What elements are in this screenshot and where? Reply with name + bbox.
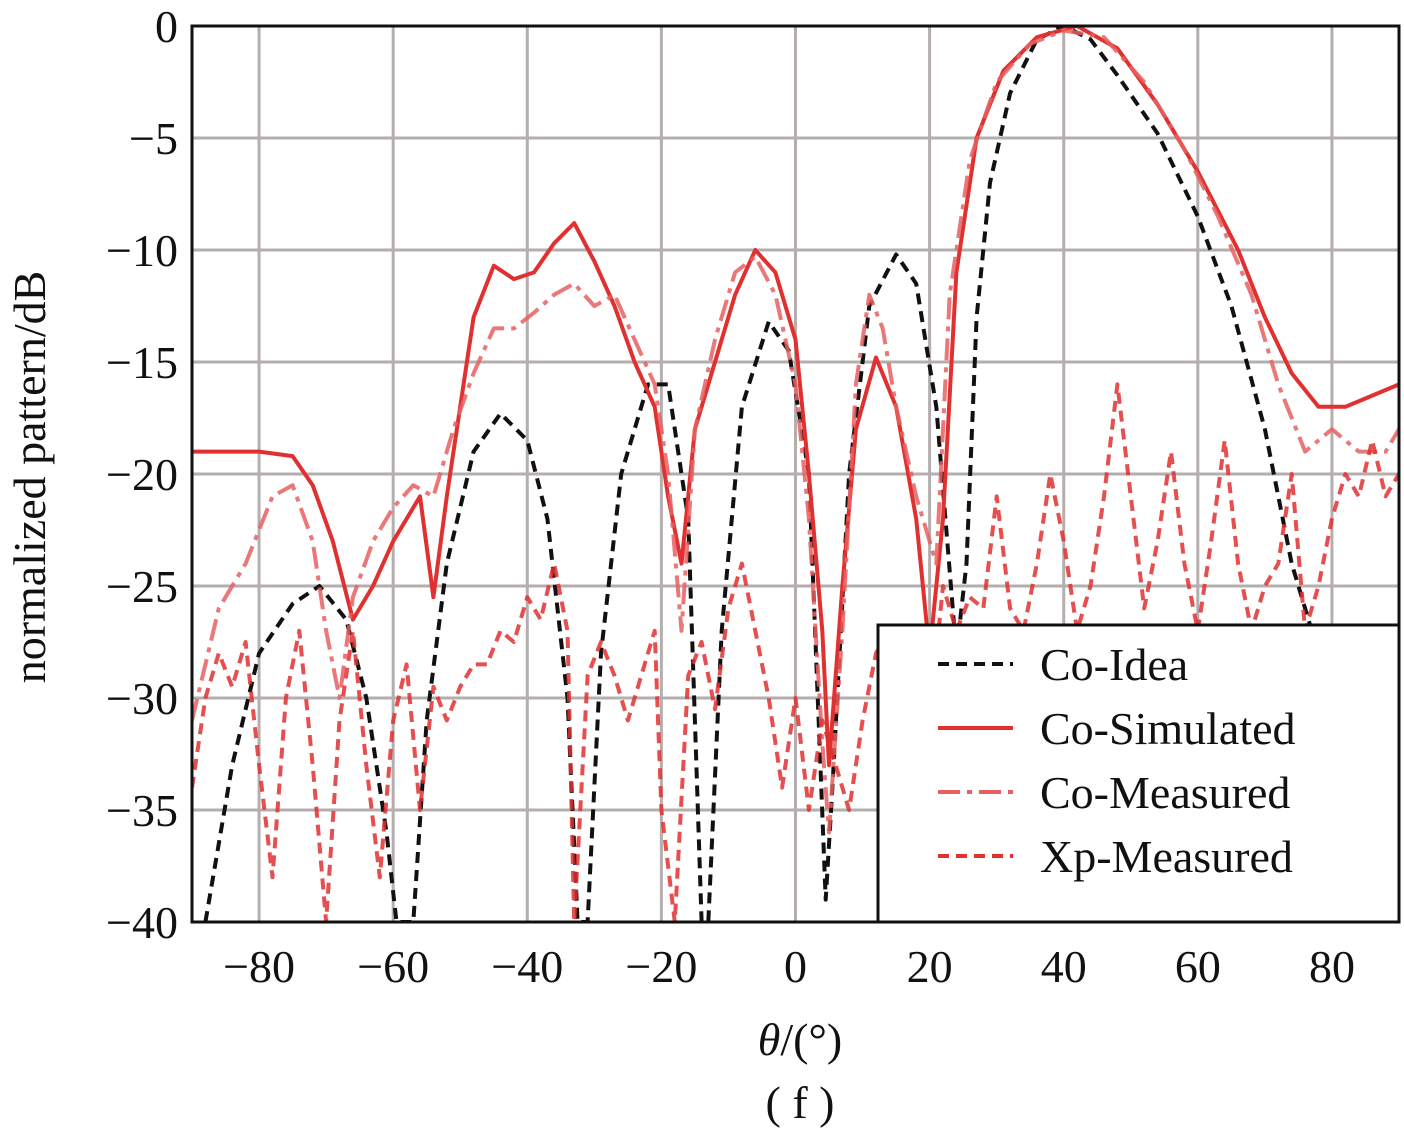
y-axis-label: normalized pattern/dB <box>4 271 55 684</box>
x-tick-label: 60 <box>1175 941 1221 992</box>
x-axis-symbol: θ <box>758 1014 781 1065</box>
series-line-co-measured <box>192 28 1399 835</box>
legend-label-co-idea: Co-Idea <box>1040 639 1188 690</box>
x-tick-label: 0 <box>784 941 807 992</box>
x-axis-unit: /(°) <box>780 1014 842 1065</box>
x-tick-label: −20 <box>625 941 697 992</box>
x-axis-label: θ/(°) <box>758 1014 842 1065</box>
plot-frame <box>190 24 1401 924</box>
tick-labels: −80 −60 −40 −20 0 20 40 60 80 0 −5 −10 −15 −20 −25 −30 −… <box>106 1 1355 992</box>
x-tick-label: −80 <box>223 941 295 992</box>
y-tick-label: −30 <box>106 673 178 724</box>
x-tick-label: 80 <box>1309 941 1355 992</box>
y-tick-label: −20 <box>106 449 178 500</box>
x-tick-label: −60 <box>357 941 429 992</box>
series-line-xp-measured <box>192 382 1399 922</box>
x-tick-label: 20 <box>907 941 953 992</box>
legend-label-xp-measured: Xp-Measured <box>1040 831 1293 882</box>
y-tick-label: −40 <box>106 897 178 948</box>
y-tick-label: 0 <box>155 1 178 52</box>
legend-label-co-measured: Co-Measured <box>1040 767 1290 818</box>
y-tick-label: −25 <box>106 561 178 612</box>
y-tick-label: −15 <box>106 337 178 388</box>
x-tick-label: −40 <box>491 941 563 992</box>
legend: Co-Idea Co-Simulated Co-Measured Xp-Measure… <box>876 623 1401 924</box>
legend-label-co-simulated: Co-Simulated <box>1040 703 1296 754</box>
panel-label: ( f ) <box>766 1077 835 1128</box>
legend-box <box>876 623 1401 924</box>
y-tick-label: −10 <box>106 225 178 276</box>
x-tick-label: 40 <box>1041 941 1087 992</box>
series-line-co-simulated <box>192 26 1399 768</box>
series-layer <box>192 26 1399 922</box>
y-tick-label: −35 <box>106 785 178 836</box>
y-tick-label: −5 <box>129 113 178 164</box>
